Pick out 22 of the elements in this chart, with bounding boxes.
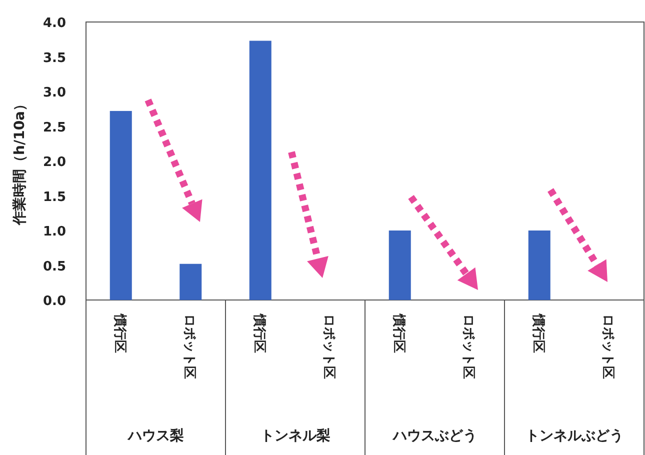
y-tick-label: 3.0	[42, 86, 66, 100]
y-tick-label: 1.0	[42, 224, 66, 240]
x-tick-label: ロボット区	[321, 314, 336, 379]
y-tick-label: 3.5	[42, 50, 66, 66]
y-tick-label: 4.0	[42, 16, 66, 31]
y-axis-title: 作業時間（h/10a）	[12, 96, 28, 226]
x-tick-label: 慣行区	[390, 313, 406, 353]
x-tick-label: ロボット区	[182, 314, 197, 379]
text: ハウス梨	[126, 428, 184, 444]
x-tick-label: 慣行区	[251, 313, 266, 353]
text: トンネル梨	[260, 428, 330, 444]
y-tick-label: 2.5	[42, 120, 66, 136]
x-tick-label: ロボット区	[460, 314, 476, 379]
x-tick-label: ロボット区	[600, 314, 616, 379]
y-tick-label: 0.0	[42, 294, 66, 309]
text: トンネルぶどう	[525, 428, 624, 444]
y-tick-label: 1.5	[42, 190, 66, 205]
y-tick-label: 0.5	[42, 259, 66, 274]
y-tick-label: 2.0	[42, 155, 66, 170]
x-tick-label: 慣行区	[112, 313, 127, 353]
x-tick-label: 慣行区	[530, 313, 546, 353]
text: ハウスぶどう	[392, 428, 477, 444]
